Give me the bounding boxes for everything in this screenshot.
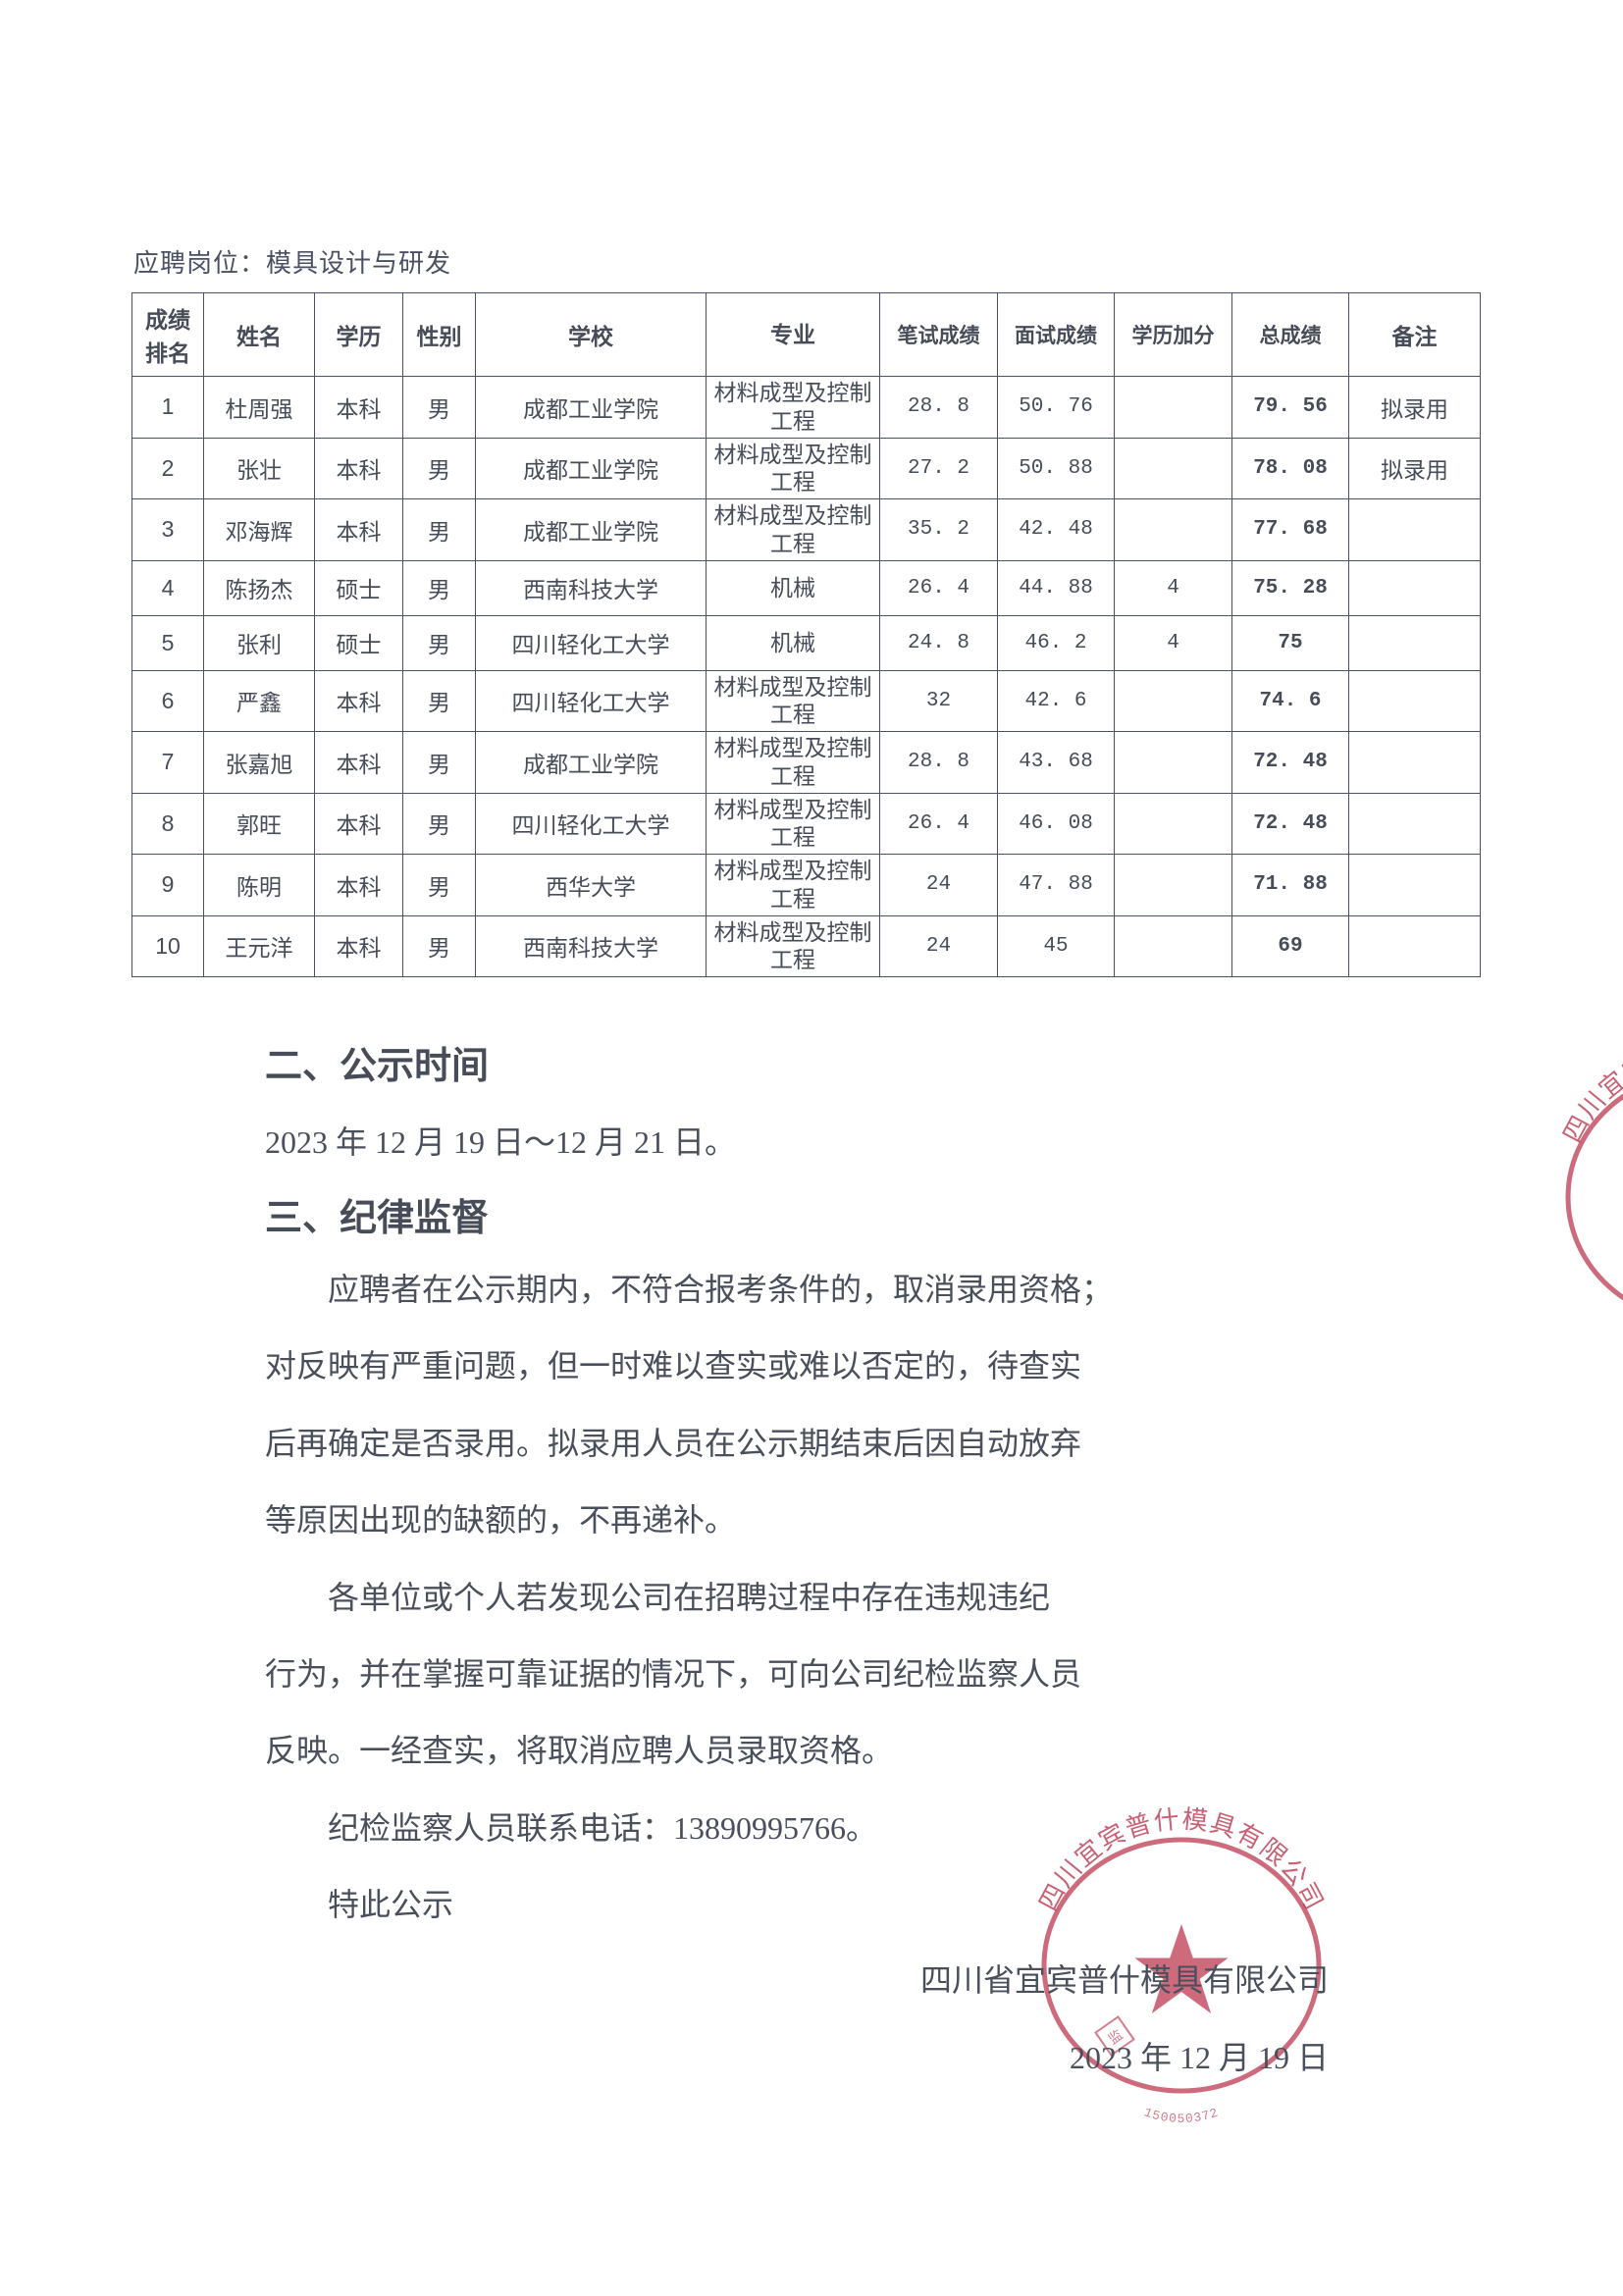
svg-text:四川宜宾普什模具有限公司: 四川宜宾普什模具有限公司 bbox=[1033, 1803, 1330, 1915]
svg-text:150050372: 150050372 bbox=[1142, 2105, 1221, 2126]
svg-text:四川宜宾普什模具有限公司: 四川宜宾普什模具有限公司 bbox=[1557, 1035, 1623, 1147]
